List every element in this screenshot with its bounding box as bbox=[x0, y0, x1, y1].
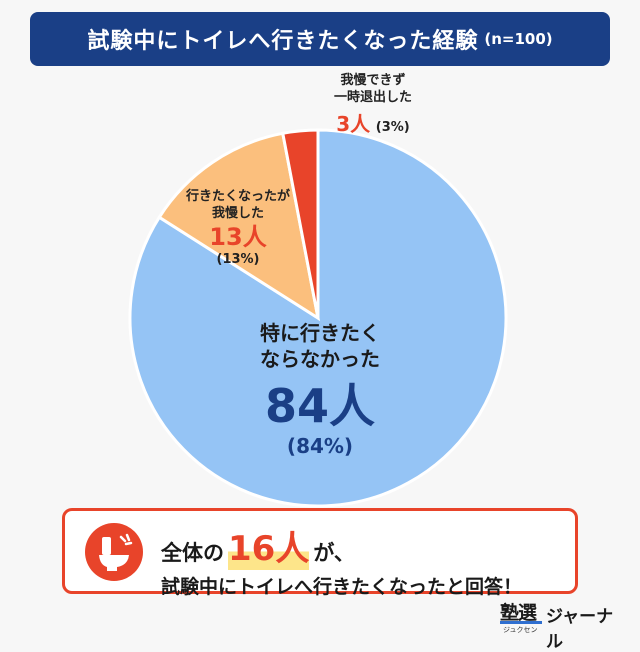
callout-text: 全体の 16人 が、 試験中にトイレへ行きたくなったと回答！ bbox=[161, 521, 571, 599]
slice-no-count: 84人 bbox=[264, 379, 375, 433]
slice-no-percent: (84%) bbox=[286, 434, 354, 458]
logo-sub: ジュクセン bbox=[503, 626, 538, 634]
logo-name: ジャーナル bbox=[546, 607, 614, 652]
sample-size: (n=100) bbox=[484, 30, 553, 48]
slice-left-text-2: 一時退出した bbox=[333, 90, 412, 105]
title-bar: 試験中にトイレへ行きたくなった経験 (n=100) bbox=[30, 12, 610, 66]
slice-no-text-1: 特に行きたく bbox=[260, 321, 380, 345]
slice-endured-count: 13人 bbox=[209, 223, 267, 251]
callout-line2: 試験中にトイレへ行きたくなったと回答！ bbox=[161, 576, 523, 598]
slice-left-text-1: 我慢できず bbox=[340, 73, 406, 88]
slice-endured-text-1: 行きたくなったが bbox=[185, 189, 290, 204]
callout-suffix: が、 bbox=[313, 541, 355, 565]
slice-endured-percent: (13%) bbox=[216, 252, 260, 267]
summary-callout: 全体の 16人 が、 試験中にトイレへ行きたくなったと回答！ bbox=[62, 508, 578, 598]
slice-left-percent: (3%) bbox=[375, 120, 410, 135]
callout-prefix: 全体の bbox=[161, 541, 224, 565]
logo-mark: 塾選 bbox=[500, 602, 537, 624]
slice-label-no: 特に行きたく ならなかった 84人 (84%) bbox=[230, 320, 410, 458]
slice-left-count: 3人 bbox=[336, 112, 371, 136]
chart-title: 試験中にトイレへ行きたくなった経験 bbox=[87, 29, 479, 54]
slice-no-text-2: ならなかった bbox=[260, 347, 380, 371]
pie-slice-left bbox=[281, 128, 320, 319]
toilet-icon bbox=[85, 523, 143, 581]
callout-highlight: 16人 bbox=[228, 521, 310, 570]
brand-logo: 塾選 ジュクセン ジャーナル bbox=[500, 598, 620, 652]
slice-label-endured: 行きたくなったが 我慢した 13人 (13%) bbox=[170, 188, 306, 267]
slice-label-left: 我慢できず 一時退出した 3人 (3%) bbox=[318, 72, 428, 137]
slice-endured-text-2: 我慢した bbox=[211, 206, 264, 221]
logo-underline bbox=[500, 621, 542, 624]
pie-slice-endured bbox=[157, 131, 321, 322]
